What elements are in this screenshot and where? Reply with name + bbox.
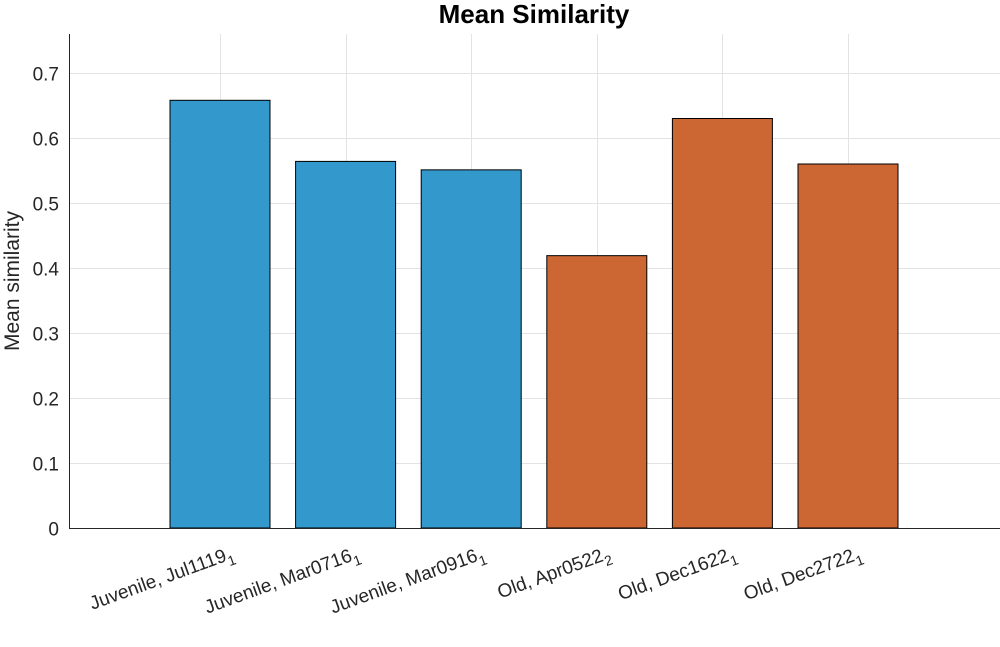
- chart-title: Mean Similarity: [439, 0, 630, 29]
- x-tick-label: Old, Dec27221: [741, 543, 866, 609]
- y-tick-label: 0.5: [33, 195, 59, 216]
- bar: [295, 160, 397, 529]
- axes: [69, 34, 1000, 529]
- y-tick-label: 0.7: [33, 65, 59, 86]
- x-tick-label-subscript: 1: [225, 551, 238, 569]
- x-tick-label: Old, Dec16221: [615, 543, 740, 609]
- y-tick-label: 0.6: [33, 130, 59, 151]
- x-tick-label-subscript: 1: [853, 551, 866, 569]
- x-tick-label-subscript: 1: [728, 551, 741, 569]
- bars: [169, 99, 899, 529]
- y-tick-labels: 0 0.1 0.2 0.3 0.4 0.5 0.6 0.7: [33, 65, 60, 541]
- y-tick-label: 0.3: [33, 325, 59, 346]
- bar: [420, 169, 522, 529]
- bar: [797, 163, 899, 529]
- bar: [546, 255, 648, 529]
- x-tick-label-text: Old, Dec1622: [615, 546, 731, 605]
- y-tick-label: 0.1: [33, 455, 59, 476]
- bar: [671, 118, 773, 529]
- x-tick-label-text: Old, Dec2722: [741, 546, 857, 605]
- x-tick-label-subscript: 1: [351, 551, 364, 569]
- y-tick-label: 0.4: [33, 260, 60, 281]
- x-tick-label: Old, Apr05222: [495, 543, 615, 607]
- bar: [169, 99, 271, 529]
- y-axis-label: Mean similarity: [1, 210, 24, 351]
- x-tick-label-subscript: 1: [476, 551, 489, 569]
- y-tick-label: 0.2: [33, 390, 59, 411]
- x-tick-label-subscript: 2: [602, 551, 615, 569]
- x-tick-label-text: Old, Apr0522: [495, 546, 606, 604]
- y-tick-label: 0: [48, 520, 59, 541]
